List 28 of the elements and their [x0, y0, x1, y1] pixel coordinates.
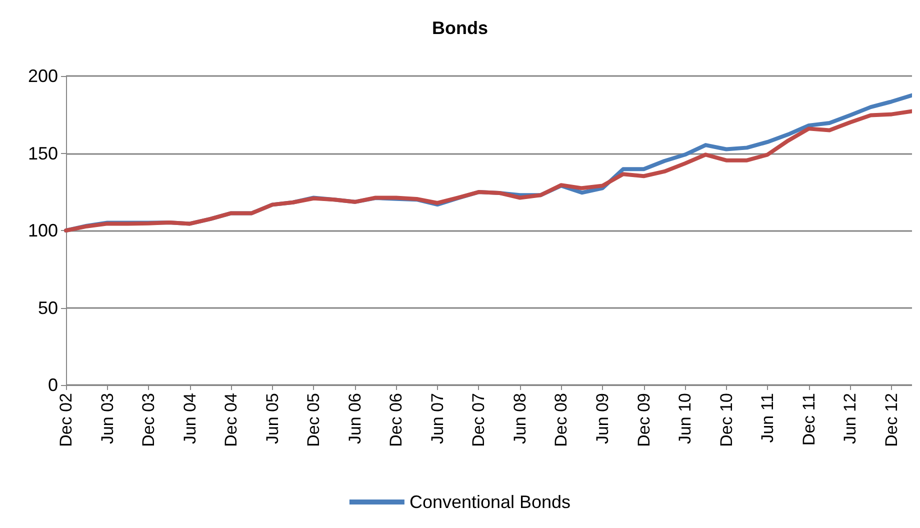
y-tick-label: 150 [28, 143, 58, 164]
chart-title: Bonds [432, 18, 488, 38]
y-tick-label: 200 [28, 66, 58, 86]
x-tick-label: Jun 04 [180, 393, 200, 444]
x-tick-label: Dec 04 [222, 393, 241, 447]
x-tick-label: Jun 08 [510, 393, 530, 444]
x-tick-label: Dec 03 [139, 393, 158, 447]
x-tick-label: Dec 02 [56, 393, 76, 447]
y-tick-label: 100 [28, 220, 58, 240]
x-tick-label: Dec 05 [304, 393, 324, 447]
x-tick-label: Jun 09 [592, 393, 612, 444]
x-tick-label: Dec 11 [799, 393, 818, 446]
x-tick-label: Dec 09 [634, 393, 654, 447]
x-tick-label: Jun 05 [262, 393, 282, 444]
x-tick-label: Dec 06 [386, 393, 406, 447]
x-tick-label: Dec 12 [882, 393, 901, 447]
x-tick-label: Dec 10 [716, 393, 736, 447]
x-tick-label: Jun 06 [345, 393, 364, 444]
y-tick-label: 0 [48, 375, 58, 395]
x-tick-label: Dec 07 [469, 393, 488, 447]
x-tick-label: Jun 03 [98, 393, 117, 444]
x-tick-label: Jun 12 [840, 393, 860, 444]
y-tick-label: 50 [38, 298, 58, 318]
x-tick-label: Jun 11 [758, 393, 778, 443]
x-tick-label: Jun 07 [428, 393, 447, 444]
legend-label: Conventional Bonds [409, 492, 571, 512]
x-tick-label: Jun 10 [676, 393, 695, 444]
x-tick-label: Dec 08 [552, 393, 571, 447]
